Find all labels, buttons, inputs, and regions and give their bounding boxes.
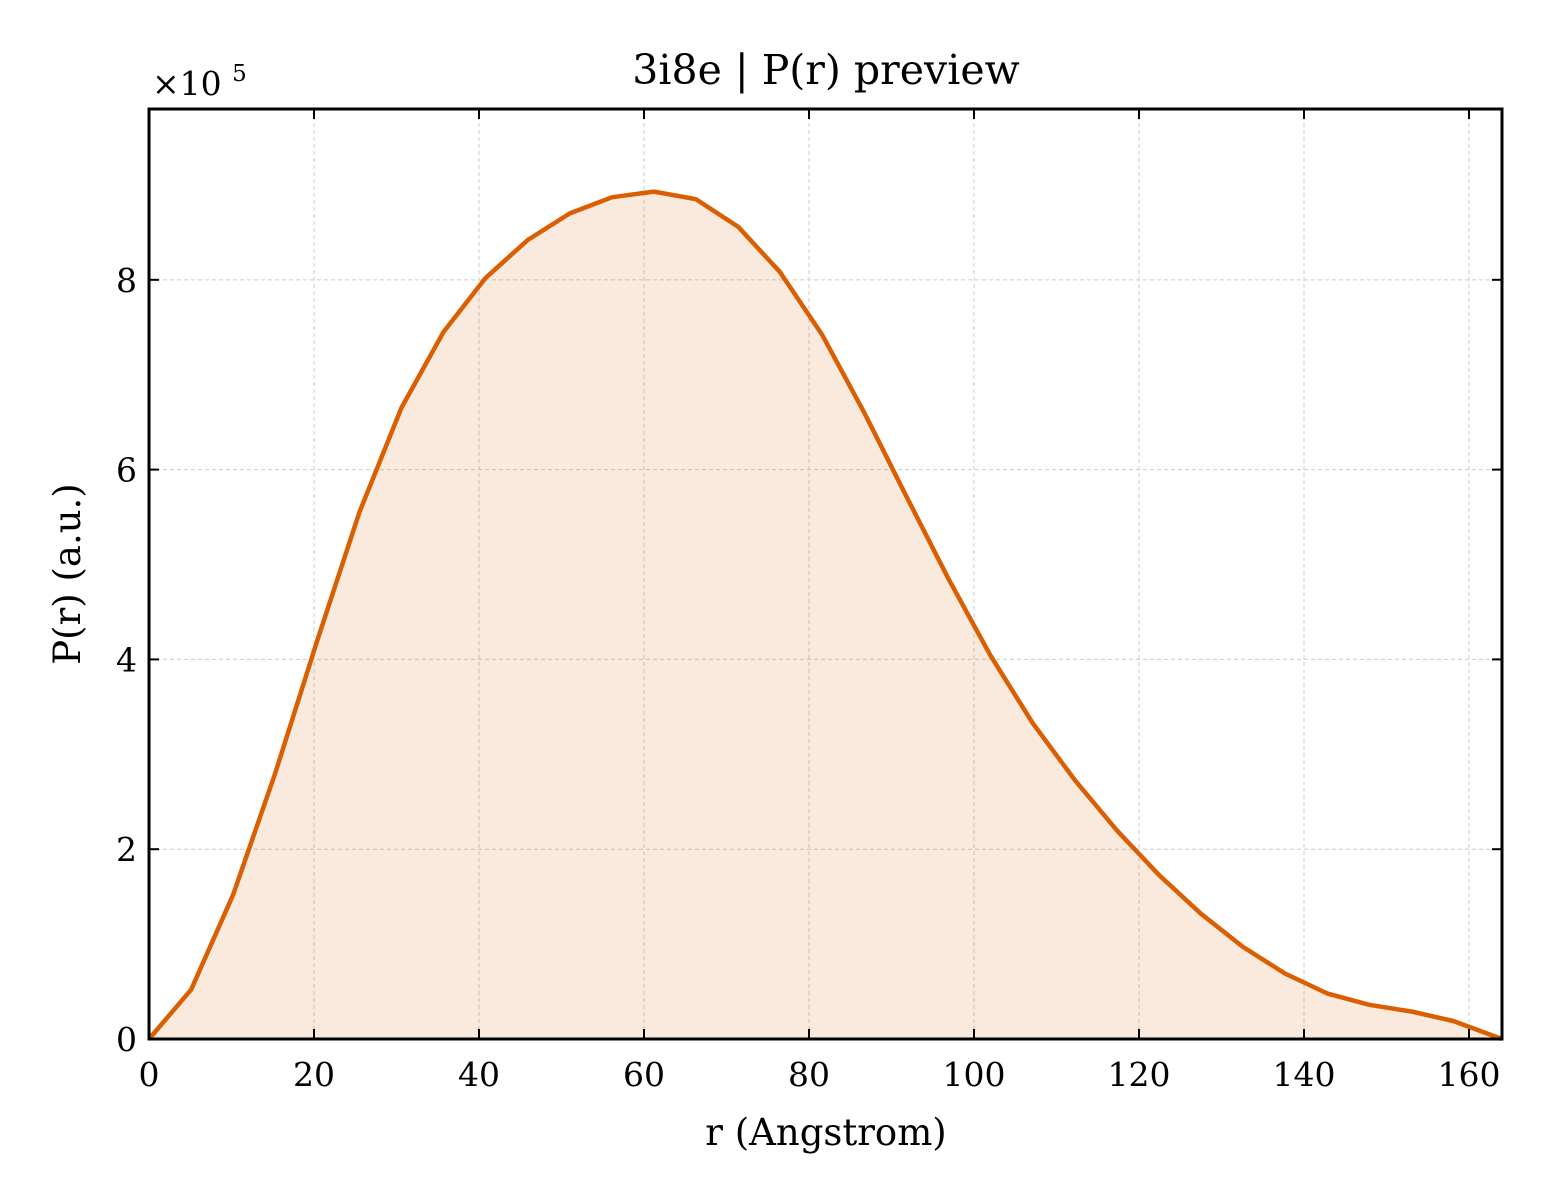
y-axis-multiplier-exponent: 5 [232, 61, 247, 87]
x-tick-label: 20 [293, 1055, 335, 1094]
y-axis-multiplier: ×10 5 [152, 61, 247, 103]
x-tick-label: 40 [458, 1055, 500, 1094]
x-axis-label: r (Angstrom) [705, 1111, 946, 1154]
series-line [147, 189, 1503, 1042]
y-tick-label: 2 [116, 830, 137, 869]
y-tick-label: 8 [116, 261, 137, 300]
plot-frame [147, 107, 1504, 1041]
x-tick-label: 60 [623, 1055, 665, 1094]
x-tick-label: 100 [943, 1055, 1006, 1094]
chart-title: 3i8e | P(r) preview [632, 46, 1019, 94]
x-tick-label: 80 [788, 1055, 830, 1094]
ticks: 0 20 40 60 80 100 120 140 160 0 2 4 6 8 [116, 109, 1502, 1094]
x-tick-label: 160 [1438, 1055, 1501, 1094]
y-axis-multiplier-base: ×10 [152, 64, 222, 103]
y-tick-label: 0 [116, 1020, 137, 1059]
x-tick-label: 0 [139, 1055, 160, 1094]
y-axis-label: P(r) (a.u.) [46, 483, 89, 665]
area-fill [149, 191, 1502, 1040]
x-tick-label: 140 [1273, 1055, 1336, 1094]
y-tick-label: 6 [116, 451, 137, 490]
x-tick-label: 120 [1108, 1055, 1171, 1094]
y-tick-label: 4 [116, 640, 137, 679]
